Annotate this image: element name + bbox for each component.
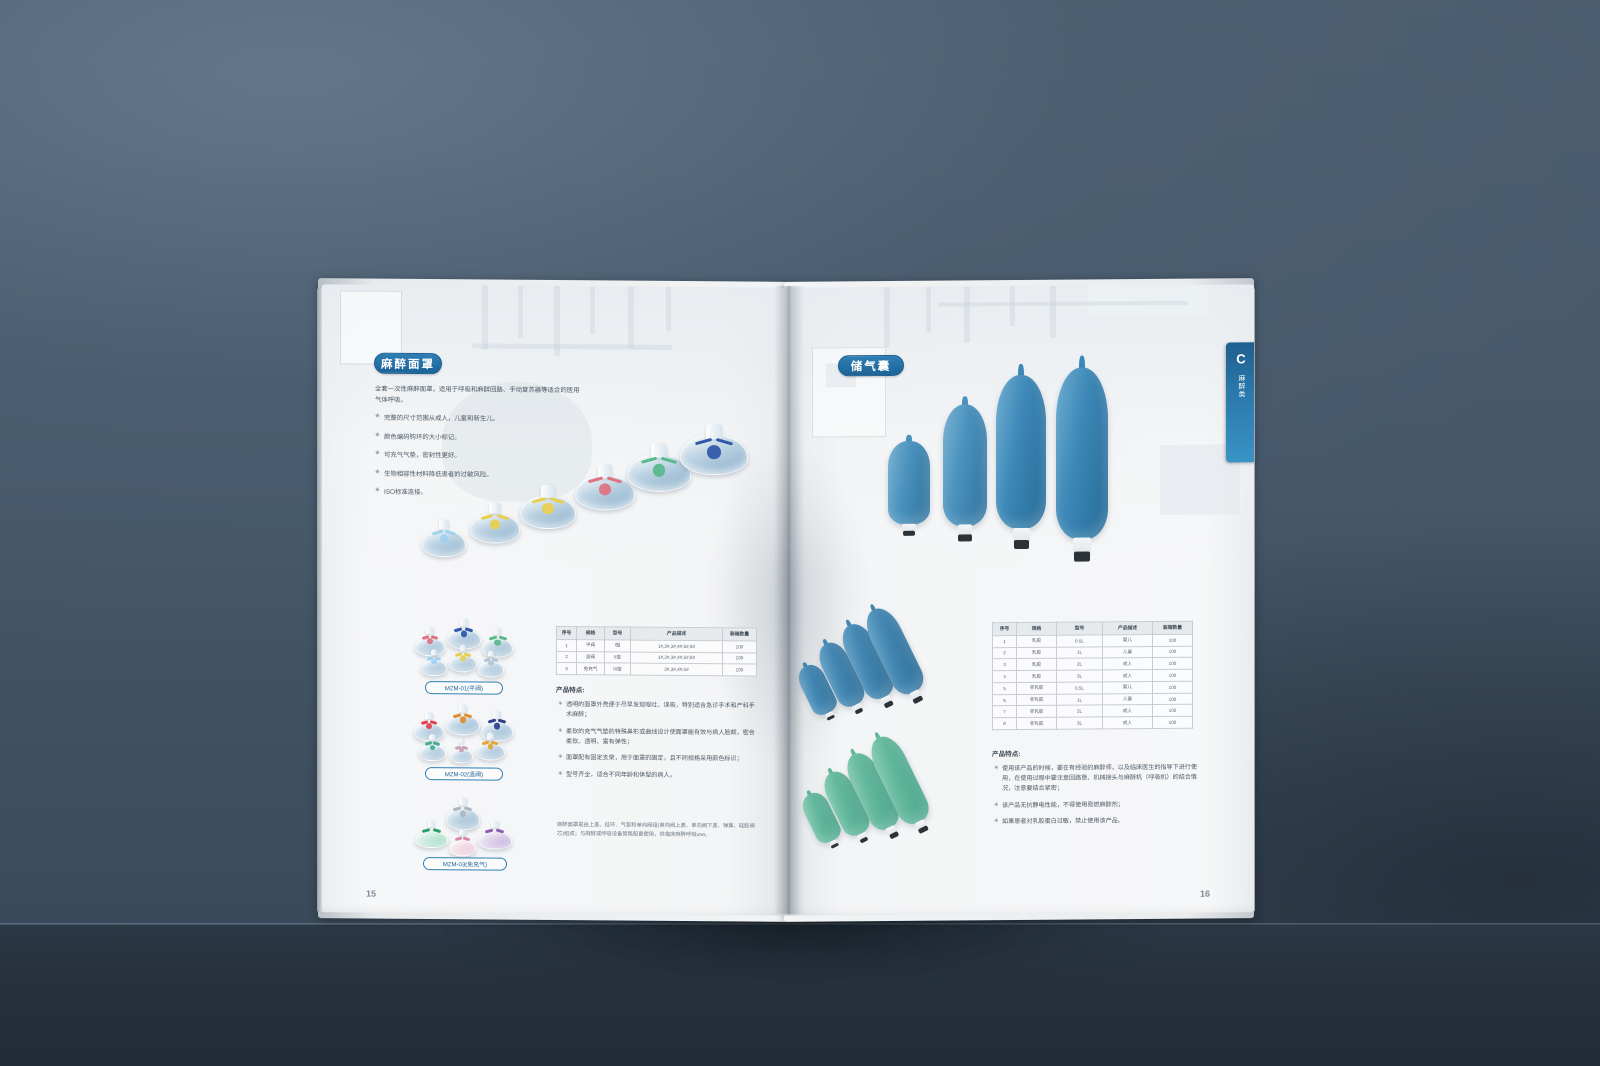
th-description: 产品描述 [1102,621,1153,635]
feature-item: 该产品无抗静电性能，不得使用易燃麻醉剂； [994,799,1198,810]
side-tab-label: 麻醉类 [1238,374,1245,399]
th-model: 型号 [604,626,631,640]
reservoir-bag-1l [943,396,987,542]
reservoir-bag-2l [996,363,1046,549]
feature-item: 型号齐全，适合不同年龄和体型的病人。 [558,770,756,781]
page-title-left: 麻醉面罩 [374,352,442,375]
page-number-left: 15 [366,888,377,899]
reservoir-bag-3l [1056,355,1108,562]
th-spec: 规格 [576,626,605,640]
fineprint-left: 麻醉面罩是由上盖、挂环、气垫和单向阀组(单向阀上盖、单向阀下盖、弹簧、硅胶阀芯)… [557,822,755,839]
feature-item: 柔软的充气气垫的特殊鼻形或曲线设计使面罩能有效与病人脸颊，密合柔软、透明、富有弹… [558,727,756,748]
th-qty: 装箱数量 [722,627,757,641]
th-index: 序号 [992,622,1017,636]
side-tab-letter: C [1236,351,1246,367]
reservoir-bag-0-5l [888,434,930,536]
th-description: 产品描述 [630,627,723,641]
feature-item: 透明的面罩外壳便于尽早发现呕吐、误吸，特别适合急诊手术和产科手术麻醉； [558,700,756,721]
open-catalog-book[interactable]: 麻醉面罩 全套一次性麻醉面罩，适用于呼吸和麻醉回路、手动复苏器等适合的医用气体呼… [317,272,1255,922]
product-group-label-03: MZM-03(免充气) [423,857,507,871]
catalog-page-right[interactable]: 储气囊 [788,284,1254,916]
product-group-label-01: MZM-01(平阀) [425,681,503,695]
spec-table-left: 序号 规格 型号 产品描述 装箱数量 1 平阀 I型 1#,2#,3#,4#,5#,6… [556,626,757,677]
mask-photo-newborn [422,519,466,557]
feature-item: 如果患者对乳胶蛋白过敏，禁止使用该产品。 [994,816,1198,827]
feature-item: 使用该产品的时候，要在有经验的麻醉师，以及临床医生的指导下进行使用，在使用过程中… [994,763,1198,794]
side-index-tab[interactable]: C 麻醉类 [1226,342,1254,463]
th-qty: 装箱数量 [1152,621,1193,635]
bullet-item: 生物相容性材料降低患者的过敏风险。 [375,468,590,479]
features-list-right: 使用该产品的时候，要在有经验的麻醉师，以及临床医生的指导下进行使用，在使用过程中… [994,763,1198,835]
th-spec: 规格 [1016,622,1057,636]
mask-photo-infant [470,502,520,544]
product-group-label-02: MZM-02(竖阀) [425,767,503,781]
mask-photo-child [575,464,635,512]
features-list-left: 透明的面罩外壳便于尽早发现呕吐、误吸，特别适合急诊手术和产科手术麻醉； 柔软的充… [558,700,756,789]
intro-paragraph-left: 全套一次性麻醉面罩，适用于呼吸和麻醉回路、手动复苏器等适合的医用气体呼吸。 [375,385,580,404]
page-number-right: 16 [1199,888,1210,899]
mask-photo-child-small [520,484,576,530]
bullet-item: 可充气气垫，密封性更好。 [375,450,590,461]
bullet-item: 颜色编码钩环的大小标记。 [375,431,590,442]
table-row: 3 免充气 III型 2#,3#,4#,5# 100 [556,662,757,677]
mask-photo-adult [680,424,748,478]
bullet-item: 完整的尺寸范围从成人，儿童和新生儿。 [375,413,590,424]
feature-item: 面罩配有固定支架，用于面罩的固定，且不同规格采用颜色标识； [558,753,756,764]
features-title-left: 产品特点: [556,687,585,695]
features-title-right: 产品特点: [992,751,1021,759]
spec-table-right: 序号 规格 型号 产品描述 装箱数量 1 乳胶 0.5L 婴儿 100 2 乳胶 1L 儿童 1… [992,620,1193,731]
catalog-page-left[interactable]: 麻醉面罩 全套一次性麻醉面罩，适用于呼吸和麻醉回路、手动复苏器等适合的医用气体呼… [322,284,788,916]
th-model: 型号 [1056,621,1103,636]
page-title-right: 储气囊 [838,354,904,377]
table-row: 8 非乳胶 3L 成人 100 [992,716,1193,730]
th-index: 序号 [556,626,577,640]
